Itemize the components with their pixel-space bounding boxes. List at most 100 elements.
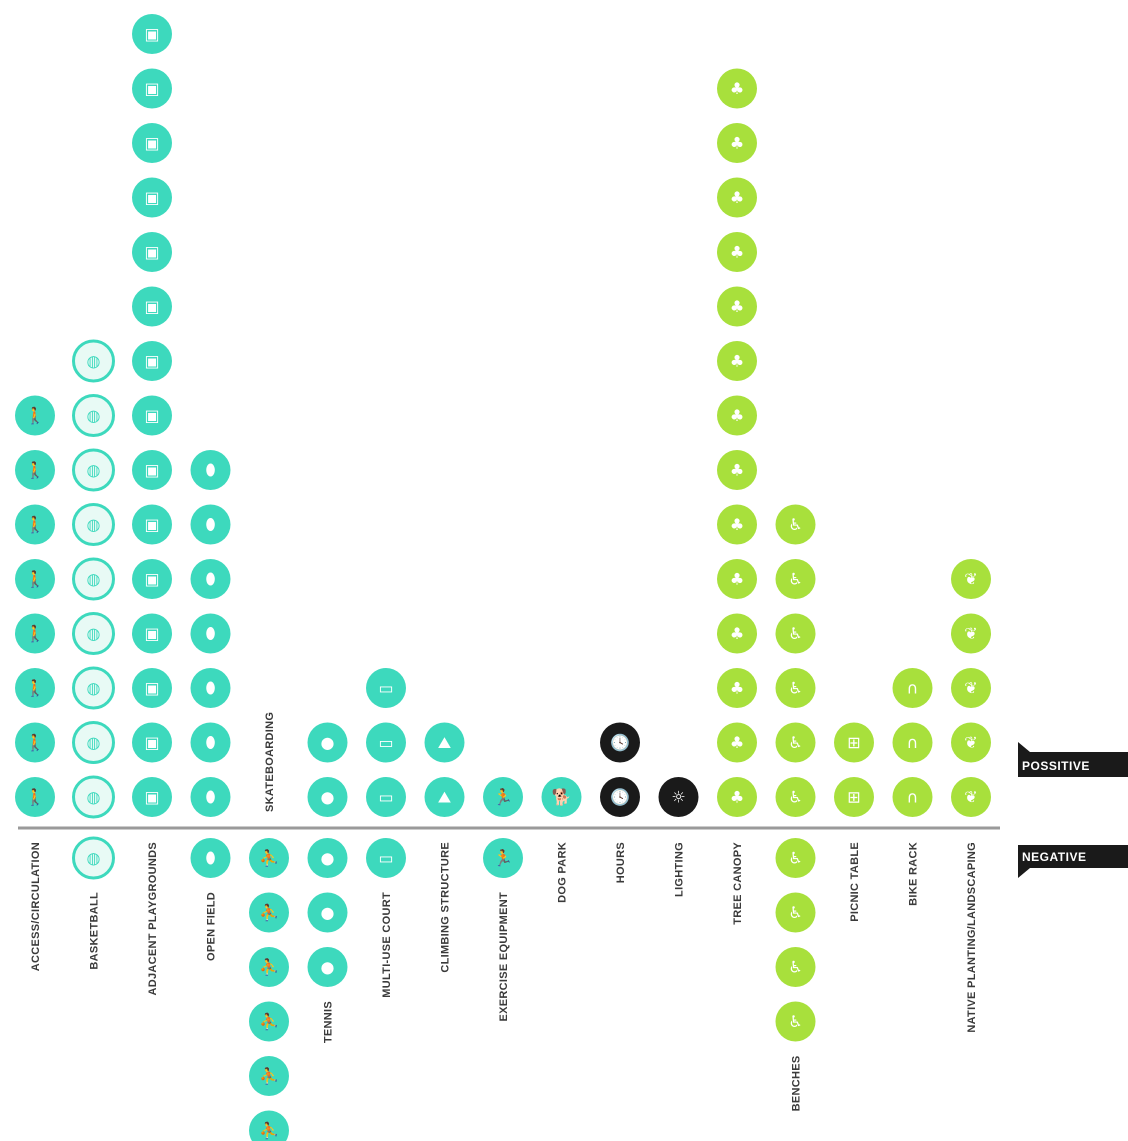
playground-icon: ▣ (144, 25, 159, 44)
picnic-table-dot-positive-2: ⊞ (834, 722, 874, 763)
playground-dot-positive-8: ▣ (132, 395, 172, 436)
tennis-ball-dot-positive-2: ● (307, 722, 348, 763)
basketball-icon: ◍ (87, 461, 101, 480)
leaf-icon: ❦ (964, 733, 977, 752)
bench-sitter-dot-negative-1: ♿ (775, 838, 816, 878)
playground-icon: ▣ (144, 733, 159, 752)
dog-dot-positive-1: 🐕 (541, 777, 582, 817)
leaf-icon: ❦ (964, 624, 977, 643)
category-label-8: CLIMBING STRUCTURE (440, 842, 452, 973)
playground-dot-positive-15: ▣ (132, 14, 172, 54)
skater-icon: ⛹ (259, 1121, 279, 1140)
skater-dot-negative-4: ⛹ (249, 1001, 289, 1042)
tree-icon: ♣ (730, 297, 744, 316)
football-icon: ⬮ (205, 515, 215, 534)
walking-person-dot-positive-6: 🚶 (15, 504, 55, 545)
bench-sitter-icon: ♿ (788, 903, 802, 922)
playground-dot-positive-2: ▣ (132, 722, 172, 763)
walking-person-dot-positive-8: 🚶 (15, 395, 55, 436)
bench-sitter-dot-negative-3: ♿ (775, 947, 816, 987)
basketball-icon: ◍ (87, 733, 101, 752)
playground-icon: ▣ (144, 352, 159, 371)
bench-sitter-dot-negative-2: ♿ (775, 892, 816, 933)
walking-person-icon: 🚶 (25, 624, 45, 643)
climbing-icon: ⛰ (438, 733, 452, 752)
positive-tag: POSSITIVE (1018, 742, 1128, 777)
tree-dot-positive-6: ♣ (717, 504, 757, 545)
tree-icon: ♣ (730, 134, 744, 153)
court-icon: ▭ (378, 788, 393, 807)
tree-icon: ♣ (730, 188, 744, 207)
basketball-dot-positive-1: ◍ (72, 775, 115, 819)
bike-rack-icon: ∩ (907, 733, 919, 752)
court-dot-positive-1: ▭ (366, 777, 406, 817)
playground-dot-positive-3: ▣ (132, 668, 172, 708)
category-label-10: DOG PARK (557, 842, 569, 903)
playground-icon: ▣ (144, 515, 159, 534)
walking-person-dot-positive-5: 🚶 (15, 559, 55, 599)
skater-dot-negative-2: ⛹ (249, 892, 289, 933)
basketball-dot-positive-3: ◍ (72, 666, 115, 710)
leaf-dot-positive-2: ❦ (951, 722, 991, 763)
category-label-5: SKATEBOARDING (264, 712, 276, 812)
football-dot-positive-5: ⬮ (190, 559, 231, 599)
playground-dot-positive-14: ▣ (132, 68, 172, 109)
dog-icon: 🐕 (552, 788, 572, 807)
tree-icon: ♣ (730, 733, 744, 752)
light-dot-positive-1: ☼ (658, 777, 699, 817)
bench-sitter-dot-negative-4: ♿ (775, 1001, 816, 1042)
skater-dot-negative-1: ⛹ (249, 838, 289, 878)
leaf-dot-positive-4: ❦ (951, 613, 991, 654)
category-label-4: OPEN FIELD (206, 892, 218, 961)
tree-icon: ♣ (730, 570, 744, 589)
court-dot-positive-2: ▭ (366, 722, 406, 763)
category-label-6: TENNIS (323, 1001, 335, 1043)
bench-sitter-icon: ♿ (788, 624, 802, 643)
climbing-dot-positive-2: ⛰ (424, 722, 465, 763)
football-icon: ⬮ (205, 570, 215, 589)
basketball-icon: ◍ (87, 679, 101, 698)
category-label-17: NATIVE PLANTING/LANDSCAPING (966, 842, 978, 1033)
playground-dot-positive-11: ▣ (132, 232, 172, 272)
tree-icon: ♣ (730, 352, 744, 371)
leaf-dot-positive-5: ❦ (951, 559, 991, 599)
tree-dot-positive-13: ♣ (717, 123, 757, 163)
tennis-ball-dot-negative-2: ● (307, 892, 348, 933)
football-icon: ⬮ (205, 461, 215, 480)
football-dot-positive-7: ⬮ (190, 450, 231, 490)
bench-sitter-icon: ♿ (788, 788, 802, 807)
football-icon: ⬮ (205, 733, 215, 752)
basketball-icon: ◍ (87, 788, 101, 807)
bench-sitter-icon: ♿ (788, 1012, 802, 1031)
playground-icon: ▣ (144, 134, 159, 153)
tennis-ball-icon: ● (321, 849, 335, 868)
walking-person-icon: 🚶 (25, 570, 45, 589)
skater-dot-negative-3: ⛹ (249, 947, 289, 987)
skater-dot-negative-5: ⛹ (249, 1056, 289, 1096)
tennis-ball-dot-negative-3: ● (307, 947, 348, 987)
tree-icon: ♣ (730, 243, 744, 262)
playground-dot-positive-7: ▣ (132, 450, 172, 490)
walking-person-icon: 🚶 (25, 515, 45, 534)
football-icon: ⬮ (205, 624, 215, 643)
bench-sitter-icon: ♿ (788, 679, 802, 698)
tennis-ball-dot-negative-1: ● (307, 838, 348, 878)
basketball-dot-positive-6: ◍ (72, 503, 115, 546)
tree-dot-positive-10: ♣ (717, 286, 757, 327)
leaf-icon: ❦ (964, 679, 977, 698)
clock-icon: 🕓 (610, 788, 630, 807)
leaf-icon: ❦ (964, 788, 977, 807)
court-icon: ▭ (378, 679, 393, 698)
category-labels: ACCESS/CIRCULATION BASKETBALL ADJACENT PLA… (30, 712, 978, 1112)
basketball-dot-positive-7: ◍ (72, 448, 115, 492)
playground-icon: ▣ (144, 188, 159, 207)
skater-dot-negative-6: ⛹ (249, 1110, 289, 1141)
clock-dot-positive-1: 🕓 (600, 777, 640, 817)
category-label-1: ACCESS/CIRCULATION (30, 842, 42, 971)
category-label-12: LIGHTING (674, 842, 686, 897)
tree-icon: ♣ (730, 406, 744, 425)
bike-rack-icon: ∩ (907, 679, 919, 698)
tree-dot-positive-12: ♣ (717, 177, 757, 218)
category-label-11: HOURS (615, 842, 627, 883)
